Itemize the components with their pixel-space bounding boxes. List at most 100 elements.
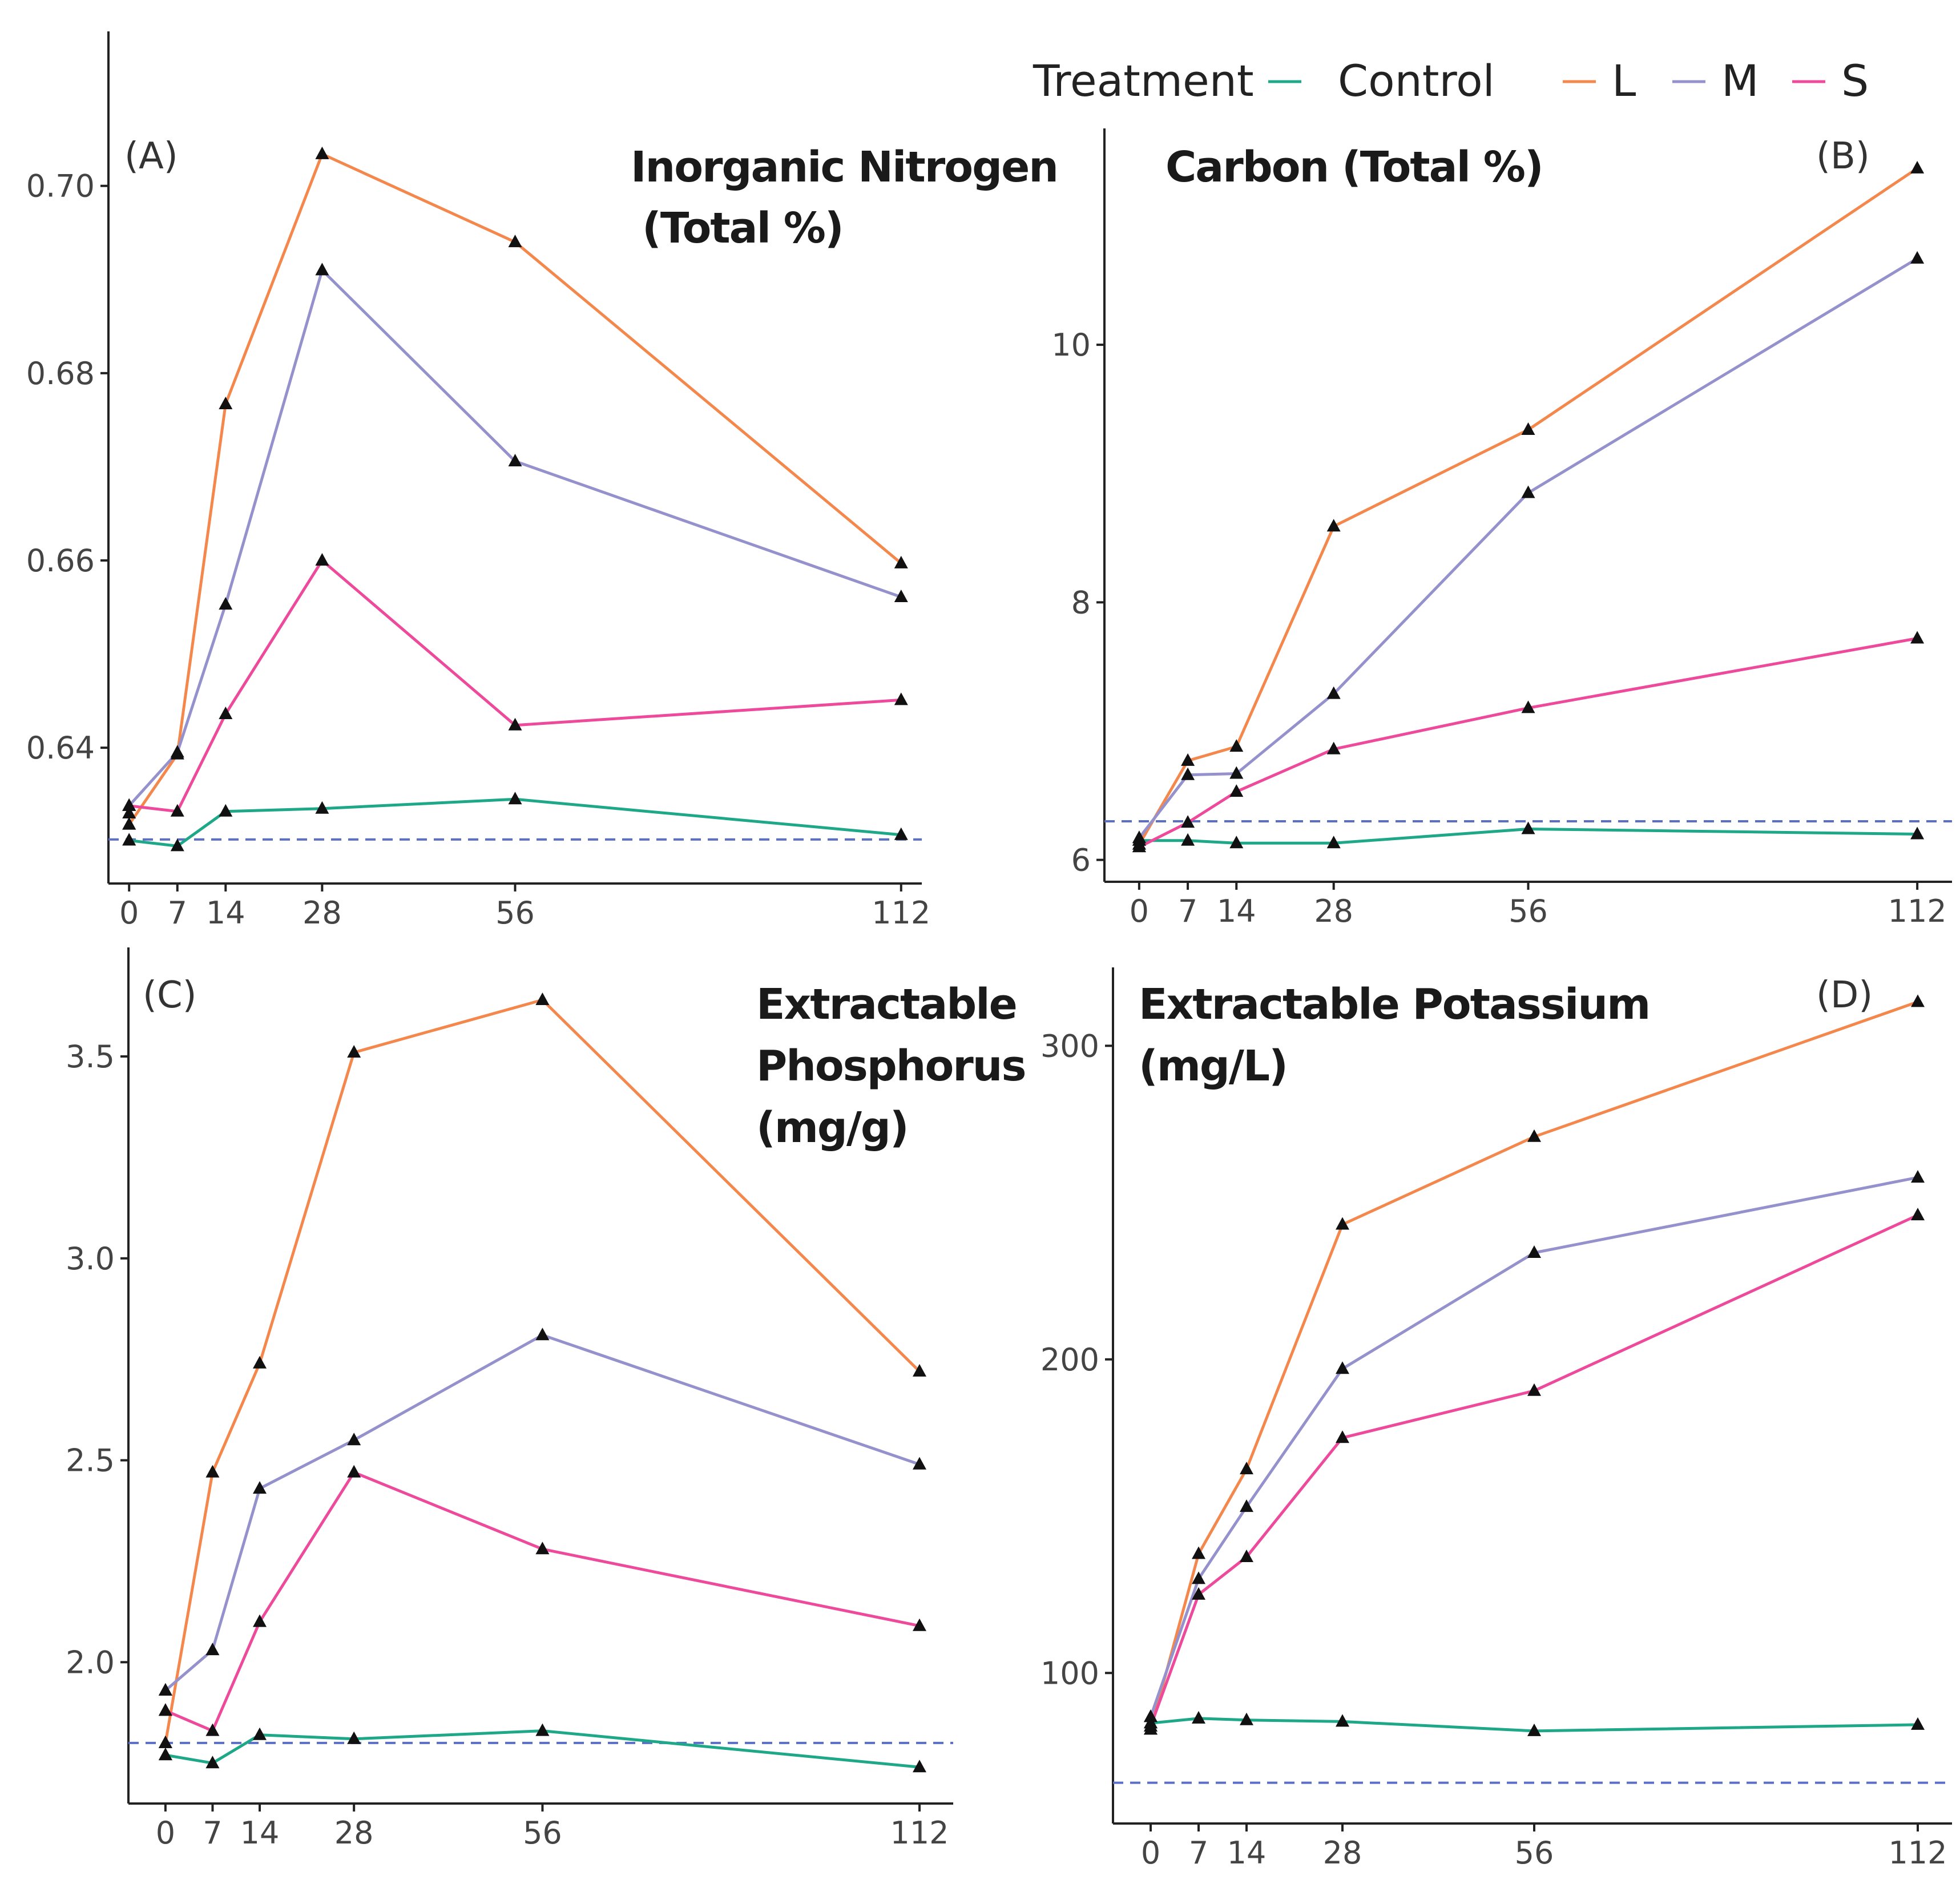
data-point-s <box>315 553 329 566</box>
data-point-s <box>1527 1383 1541 1396</box>
data-point-l <box>1521 422 1535 435</box>
data-point-control <box>894 827 908 840</box>
series-line-control <box>1139 828 1918 845</box>
x-tick-label: 14 <box>1217 893 1256 929</box>
y-tick-label: 0.68 <box>26 356 95 392</box>
data-point-l <box>315 146 329 159</box>
x-tick-label: 7 <box>168 895 187 931</box>
x-tick-label: 28 <box>1323 1835 1362 1871</box>
x-tick-label: 14 <box>206 895 245 931</box>
plot-area: 0.64 0.66 0.68 0.70 0 7 14 28 56 112 <box>26 31 930 931</box>
y-tick-label: 3.5 <box>66 1039 115 1075</box>
data-point-m <box>1240 1499 1253 1512</box>
data-point-l <box>1326 519 1341 532</box>
y-tick-label: 6 <box>1071 842 1091 878</box>
y-tick-label: 2.0 <box>66 1644 115 1680</box>
data-point-control <box>315 801 329 814</box>
data-point-s <box>1521 700 1535 713</box>
data-point-s <box>219 707 233 719</box>
panel-label: (C) <box>143 974 197 1016</box>
panel-label: (B) <box>1816 135 1870 177</box>
data-point-m <box>1336 1361 1349 1374</box>
data-point-l <box>1336 1217 1349 1230</box>
y-tick-label: 0.64 <box>26 730 95 766</box>
data-point-m <box>315 263 329 276</box>
x-tick-label: 56 <box>495 895 535 931</box>
data-point-control <box>347 1731 361 1744</box>
data-point-control <box>219 804 233 817</box>
y-tick-label: 0.66 <box>26 543 95 579</box>
data-point-s <box>535 1542 550 1555</box>
y-tick-label: 3.0 <box>66 1241 115 1277</box>
data-point-m <box>1132 830 1146 844</box>
data-point-control <box>1521 821 1535 834</box>
legend-label-m: M <box>1721 55 1759 106</box>
data-point-control <box>913 1760 926 1773</box>
x-tick-label: 28 <box>334 1815 374 1851</box>
plot-area: 2.0 2.5 3.0 3.5 0 7 14 28 56 112 <box>66 947 953 1851</box>
panel-title-line1: Extractable <box>756 980 1017 1029</box>
x-tick-label: 112 <box>872 895 930 931</box>
panel-label: (A) <box>124 135 178 177</box>
series-line-s <box>1149 1213 1919 1727</box>
panel-title-line1: Carbon (Total %) <box>1165 143 1543 192</box>
y-tick-label: 100 <box>1041 1655 1099 1691</box>
x-tick-label: 7 <box>203 1815 222 1851</box>
series-line-l <box>128 152 902 826</box>
data-point-m <box>1144 1709 1158 1722</box>
data-point-m <box>347 1433 361 1446</box>
data-point-l <box>508 235 522 248</box>
data-point-control <box>170 838 184 852</box>
legend: Treatment Control L M S <box>1033 55 1869 106</box>
data-point-s <box>347 1465 361 1478</box>
data-point-control <box>158 1748 172 1761</box>
data-point-l <box>1911 994 1925 1007</box>
plot-area: 6 8 10 0 7 14 28 56 112 <box>1051 128 1952 929</box>
data-point-control <box>205 1756 220 1769</box>
data-point-s <box>253 1614 267 1627</box>
data-point-l <box>158 1735 172 1748</box>
data-point-m <box>1326 686 1341 699</box>
data-point-s <box>122 806 136 818</box>
data-point-control <box>1229 836 1244 849</box>
data-point-m <box>1521 485 1535 498</box>
series-line-control <box>1150 1717 1918 1733</box>
data-point-m <box>1911 1170 1925 1183</box>
x-tick-label: 14 <box>1227 1835 1267 1871</box>
series-line-s <box>127 559 901 813</box>
data-point-m <box>205 1643 220 1656</box>
panel-title-line2: (Total %) <box>642 204 843 253</box>
data-point-control <box>253 1727 267 1740</box>
panel-c: 2.02.53.03.50 7 14 28 56 112 (C) Extractable … <box>66 947 1027 1851</box>
data-point-m <box>1910 251 1925 264</box>
data-point-m <box>158 1683 172 1696</box>
legend-label-control: Control <box>1338 55 1495 106</box>
data-point-l <box>1910 160 1925 174</box>
y-tick-label: 10 <box>1051 327 1091 363</box>
data-point-l <box>122 817 136 830</box>
y-tick-label: 2.5 <box>66 1443 115 1479</box>
legend-title: Treatment <box>1033 55 1254 106</box>
series-line-l <box>164 998 921 1744</box>
data-point-s <box>1911 1208 1925 1221</box>
data-point-l <box>1240 1462 1253 1475</box>
x-tick-label: 14 <box>240 1815 280 1851</box>
data-point-m <box>1192 1571 1205 1584</box>
panel-title-line2: (mg/L) <box>1139 1042 1287 1091</box>
data-point-s <box>1132 840 1146 853</box>
data-point-l <box>535 993 550 1005</box>
x-tick-label: 112 <box>890 1815 949 1851</box>
y-tick-label: 300 <box>1041 1028 1099 1064</box>
data-point-l <box>1527 1129 1541 1142</box>
data-point-s <box>1181 815 1195 828</box>
data-point-control <box>1911 1717 1925 1730</box>
series-line-l <box>1149 1000 1918 1730</box>
data-point-m <box>508 454 522 467</box>
x-tick-label: 28 <box>1314 893 1353 929</box>
legend-label-l: L <box>1612 55 1636 106</box>
data-point-control <box>1192 1710 1205 1724</box>
data-point-l <box>253 1355 267 1369</box>
data-point-control <box>508 792 522 805</box>
data-point-l <box>894 555 908 568</box>
